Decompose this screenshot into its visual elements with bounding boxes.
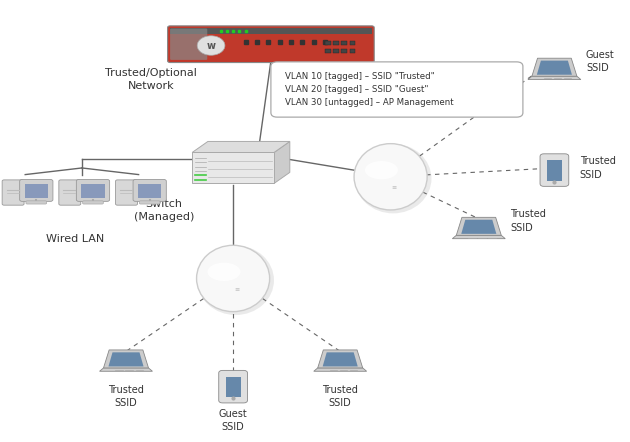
Ellipse shape [207, 263, 241, 281]
Polygon shape [323, 352, 358, 366]
FancyBboxPatch shape [333, 49, 339, 53]
Polygon shape [103, 350, 149, 368]
Ellipse shape [197, 245, 270, 312]
FancyBboxPatch shape [25, 183, 48, 198]
FancyBboxPatch shape [341, 41, 347, 45]
FancyBboxPatch shape [271, 62, 523, 117]
FancyBboxPatch shape [83, 201, 103, 204]
Text: Guest
SSID: Guest SSID [219, 409, 248, 432]
FancyBboxPatch shape [170, 27, 372, 34]
FancyBboxPatch shape [226, 377, 241, 397]
Text: w: w [207, 41, 215, 50]
Polygon shape [100, 368, 152, 371]
Polygon shape [537, 61, 572, 75]
Text: ≡: ≡ [392, 184, 397, 189]
Polygon shape [461, 220, 496, 234]
Polygon shape [456, 217, 501, 235]
FancyBboxPatch shape [168, 26, 374, 62]
FancyBboxPatch shape [341, 49, 347, 53]
Ellipse shape [365, 161, 398, 179]
Text: Trusted
SSID: Trusted SSID [510, 210, 546, 232]
FancyBboxPatch shape [81, 183, 105, 198]
FancyBboxPatch shape [59, 180, 81, 205]
Polygon shape [274, 141, 290, 183]
Polygon shape [108, 352, 144, 366]
FancyBboxPatch shape [138, 183, 161, 198]
FancyBboxPatch shape [350, 49, 355, 53]
Circle shape [197, 36, 225, 55]
FancyBboxPatch shape [547, 160, 562, 181]
FancyBboxPatch shape [115, 180, 137, 205]
Ellipse shape [355, 144, 432, 213]
Text: ≡: ≡ [234, 286, 239, 291]
Polygon shape [528, 76, 581, 80]
Polygon shape [532, 58, 577, 76]
Ellipse shape [197, 245, 274, 315]
Text: Trusted
SSID: Trusted SSID [580, 156, 616, 179]
Text: Switch
(Managed): Switch (Managed) [134, 199, 194, 222]
Text: Wired LAN: Wired LAN [47, 234, 105, 244]
FancyBboxPatch shape [540, 154, 569, 187]
FancyBboxPatch shape [139, 201, 160, 204]
Polygon shape [192, 152, 274, 183]
FancyBboxPatch shape [325, 49, 331, 53]
FancyBboxPatch shape [133, 179, 166, 202]
FancyBboxPatch shape [76, 179, 110, 202]
Polygon shape [314, 368, 367, 371]
Text: Guest
SSID: Guest SSID [586, 50, 615, 73]
FancyBboxPatch shape [333, 41, 339, 45]
FancyBboxPatch shape [219, 370, 248, 403]
FancyBboxPatch shape [350, 41, 355, 45]
Text: Trusted
SSID: Trusted SSID [108, 385, 144, 408]
FancyBboxPatch shape [20, 179, 53, 202]
Text: Trusted/Optional
Network: Trusted/Optional Network [105, 68, 197, 91]
Text: VLAN 10 [tagged] – SSID "Trusted"
VLAN 20 [tagged] – SSID "Guest"
VLAN 30 [untag: VLAN 10 [tagged] – SSID "Trusted" VLAN 2… [285, 72, 454, 107]
Text: Trusted
SSID: Trusted SSID [323, 385, 358, 408]
FancyBboxPatch shape [2, 180, 24, 205]
FancyBboxPatch shape [170, 28, 207, 60]
Polygon shape [318, 350, 363, 368]
FancyBboxPatch shape [325, 41, 331, 45]
FancyBboxPatch shape [26, 201, 47, 204]
Ellipse shape [354, 144, 427, 210]
Polygon shape [192, 141, 290, 152]
Polygon shape [452, 235, 505, 239]
